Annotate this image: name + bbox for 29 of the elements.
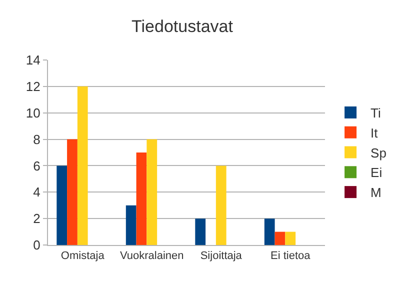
bar <box>56 166 68 245</box>
x-tick-label: Omistaja <box>60 250 106 262</box>
y-tick-label: 14 <box>26 52 40 68</box>
legend-label: M <box>370 185 382 200</box>
chart-title: Tiedotustavat <box>132 16 234 36</box>
bar <box>67 139 78 245</box>
x-tick-label: Sijoittaja <box>200 250 243 262</box>
bar <box>216 166 226 245</box>
bar <box>274 232 286 245</box>
legend-label: It <box>370 125 378 140</box>
x-tick-label: Vuokralainen <box>120 250 184 262</box>
bar <box>77 86 88 245</box>
bar <box>285 232 296 245</box>
y-tick-label: 0 <box>33 238 40 253</box>
bar <box>126 205 136 245</box>
legend-label: Ti <box>370 106 381 121</box>
y-tick-label: 6 <box>33 158 40 174</box>
bar <box>195 218 206 245</box>
y-tick-label: 10 <box>26 105 40 120</box>
bar <box>136 152 147 245</box>
y-tick-label: 8 <box>33 132 40 147</box>
bar <box>146 139 158 245</box>
y-tick-label: 2 <box>33 211 40 226</box>
bar <box>264 218 275 245</box>
legend-label: Ei <box>370 165 382 180</box>
legend-label: Sp <box>370 145 386 160</box>
x-tick-label: Ei tietoa <box>270 250 312 262</box>
y-tick-label: 12 <box>26 78 40 94</box>
y-tick-label: 4 <box>33 184 40 200</box>
